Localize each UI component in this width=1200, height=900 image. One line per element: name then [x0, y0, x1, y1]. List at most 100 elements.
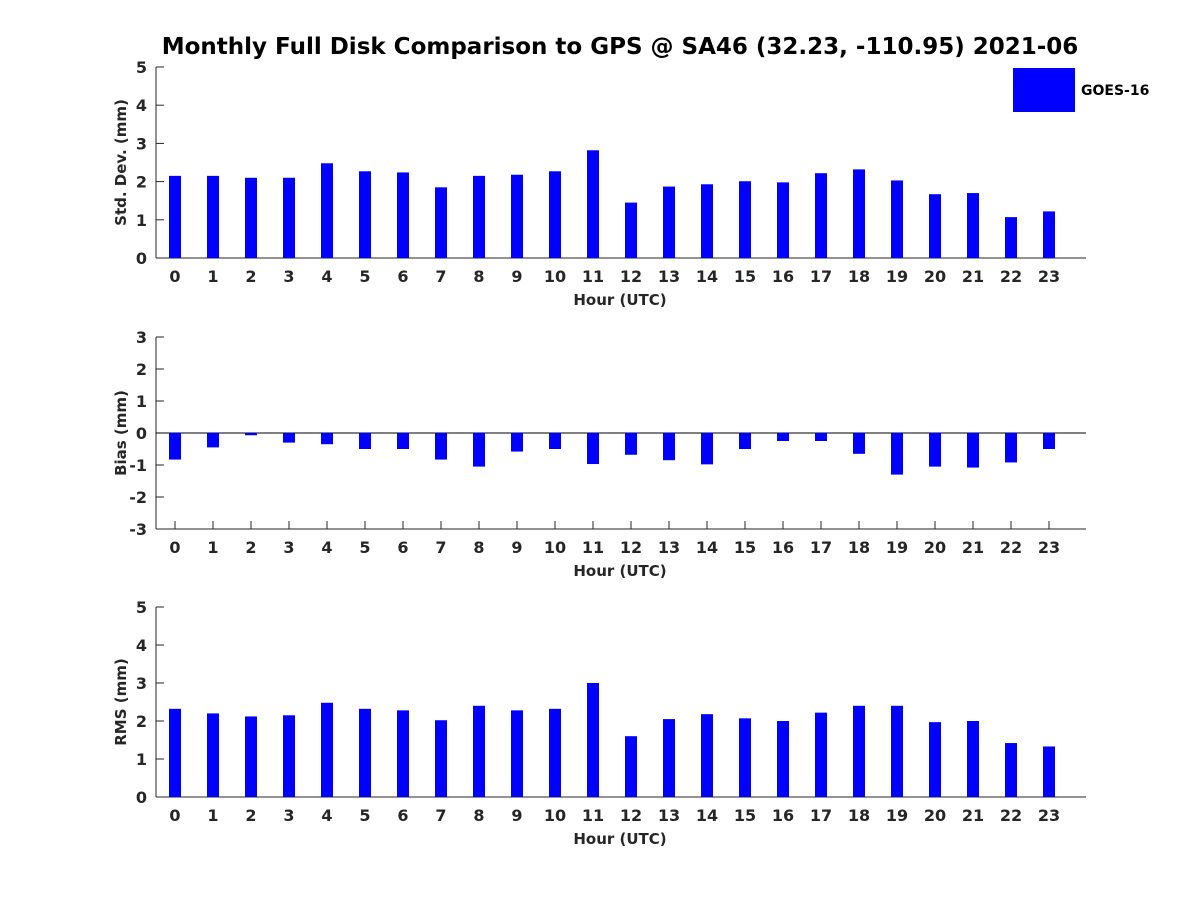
bar	[359, 433, 371, 449]
bar	[739, 718, 751, 797]
bar	[397, 710, 409, 797]
x-tick-label: 10	[544, 538, 566, 557]
x-tick-label: 3	[283, 267, 294, 286]
x-tick-label: 21	[962, 538, 984, 557]
y-axis-label: Bias (mm)	[112, 390, 130, 476]
bar	[1043, 211, 1055, 258]
bar	[1043, 746, 1055, 797]
bar	[549, 433, 561, 449]
bar	[473, 705, 485, 797]
x-tick-label: 16	[772, 267, 794, 286]
x-tick-label: 7	[435, 267, 446, 286]
bar	[321, 163, 333, 258]
bar	[207, 175, 219, 258]
bar	[929, 722, 941, 797]
bar	[549, 171, 561, 258]
bar	[929, 194, 941, 258]
bar	[283, 715, 295, 797]
bar	[663, 719, 675, 797]
x-tick-label: 17	[810, 538, 832, 557]
bar	[169, 433, 181, 460]
x-tick-label: 20	[924, 267, 946, 286]
bar	[283, 433, 295, 443]
y-tick-label: 2	[136, 173, 147, 192]
bar	[891, 705, 903, 797]
y-tick-label: -2	[129, 488, 147, 507]
x-tick-label: 20	[924, 806, 946, 825]
x-tick-label: 8	[473, 806, 484, 825]
bar	[701, 184, 713, 258]
bar	[891, 433, 903, 475]
x-tick-label: 13	[658, 267, 680, 286]
bar	[283, 177, 295, 258]
legend: GOES-16	[1013, 68, 1149, 112]
x-tick-label: 6	[397, 806, 408, 825]
bar	[511, 174, 523, 258]
bar	[777, 433, 789, 441]
bar	[321, 702, 333, 797]
y-tick-label: 0	[136, 788, 147, 807]
x-tick-label: 2	[245, 806, 256, 825]
y-tick-label: 1	[136, 211, 147, 230]
x-tick-label: 4	[321, 806, 332, 825]
x-tick-label: 15	[734, 267, 756, 286]
y-axis-label: Std. Dev. (mm)	[112, 99, 130, 226]
bar	[663, 433, 675, 461]
x-tick-label: 5	[359, 267, 370, 286]
y-tick-label: 3	[136, 328, 147, 347]
x-tick-label: 21	[962, 267, 984, 286]
bar	[207, 713, 219, 797]
bar	[587, 683, 599, 797]
bar	[245, 177, 257, 258]
x-tick-label: 13	[658, 538, 680, 557]
x-tick-label: 8	[473, 267, 484, 286]
bar	[625, 433, 637, 455]
x-tick-label: 3	[283, 806, 294, 825]
bar	[245, 716, 257, 797]
y-tick-label: 1	[136, 750, 147, 769]
y-tick-label: -1	[129, 456, 147, 475]
bar	[359, 708, 371, 797]
bar	[815, 712, 827, 797]
x-tick-label: 23	[1038, 538, 1060, 557]
x-tick-label: 2	[245, 267, 256, 286]
x-tick-label: 5	[359, 806, 370, 825]
bar	[663, 186, 675, 258]
bar	[245, 433, 257, 436]
y-tick-label: 2	[136, 712, 147, 731]
bar	[1005, 743, 1017, 797]
x-tick-label: 4	[321, 538, 332, 557]
x-tick-label: 7	[435, 806, 446, 825]
x-tick-label: 22	[1000, 538, 1022, 557]
x-tick-label: 11	[582, 267, 604, 286]
bar	[397, 433, 409, 449]
y-tick-label: 0	[136, 424, 147, 443]
bar	[169, 708, 181, 797]
x-axis-label: Hour (UTC)	[573, 291, 666, 309]
bar	[549, 708, 561, 797]
y-tick-label: 5	[136, 58, 147, 77]
x-tick-label: 20	[924, 538, 946, 557]
bar	[473, 175, 485, 258]
bar	[587, 433, 599, 465]
bar	[739, 433, 751, 449]
bar	[625, 736, 637, 797]
x-tick-label: 18	[848, 267, 870, 286]
x-tick-label: 12	[620, 267, 642, 286]
bar	[435, 433, 447, 460]
x-tick-label: 5	[359, 538, 370, 557]
x-tick-label: 19	[886, 806, 908, 825]
x-tick-label: 12	[620, 538, 642, 557]
x-tick-label: 11	[582, 806, 604, 825]
x-axis-label: Hour (UTC)	[573, 562, 666, 580]
bar	[815, 433, 827, 441]
x-tick-label: 11	[582, 538, 604, 557]
legend-swatch	[1013, 68, 1075, 112]
legend-label: GOES-16	[1081, 83, 1149, 99]
x-tick-label: 13	[658, 806, 680, 825]
x-tick-label: 16	[772, 806, 794, 825]
x-tick-label: 23	[1038, 267, 1060, 286]
